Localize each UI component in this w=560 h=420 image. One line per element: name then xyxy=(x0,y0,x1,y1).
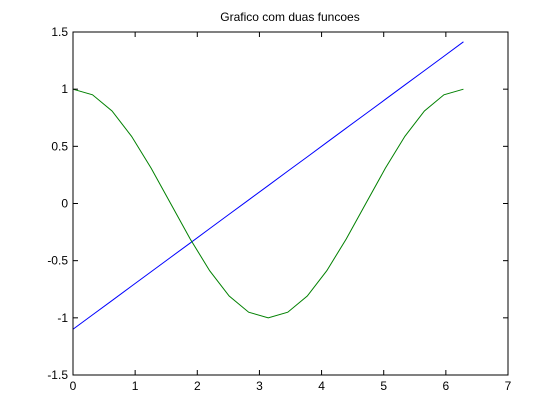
x-tick-label: 2 xyxy=(194,379,201,393)
x-tick-label: 6 xyxy=(443,379,450,393)
y-axis-tick-labels: -1.5 -1 -0.5 0 0.5 1 1.5 xyxy=(47,25,68,382)
y-tick-label: 0.5 xyxy=(51,139,68,153)
axis-ticks xyxy=(72,31,509,376)
x-tick-label: 4 xyxy=(318,379,325,393)
y-tick-label: -0.5 xyxy=(47,254,68,268)
y-tick-label: 1 xyxy=(61,82,68,96)
y-tick-label: -1 xyxy=(57,311,68,325)
y-tick-label: 0 xyxy=(61,197,68,211)
x-tick-label: 1 xyxy=(132,379,139,393)
x-tick-label: 3 xyxy=(256,379,263,393)
x-axis-tick-labels: 0 1 2 3 4 5 6 7 xyxy=(70,379,512,393)
x-tick-label: 0 xyxy=(70,379,77,393)
plot-area-frame xyxy=(72,31,509,376)
x-tick-label: 5 xyxy=(380,379,387,393)
series-line-2 xyxy=(72,88,464,319)
chart-title: Grafico com duas funcoes xyxy=(220,10,359,24)
series-line-1 xyxy=(72,41,464,330)
y-tick-label: 1.5 xyxy=(51,25,68,39)
x-tick-label: 7 xyxy=(505,379,512,393)
y-tick-label: -1.5 xyxy=(47,368,68,382)
series-layer xyxy=(72,41,464,330)
